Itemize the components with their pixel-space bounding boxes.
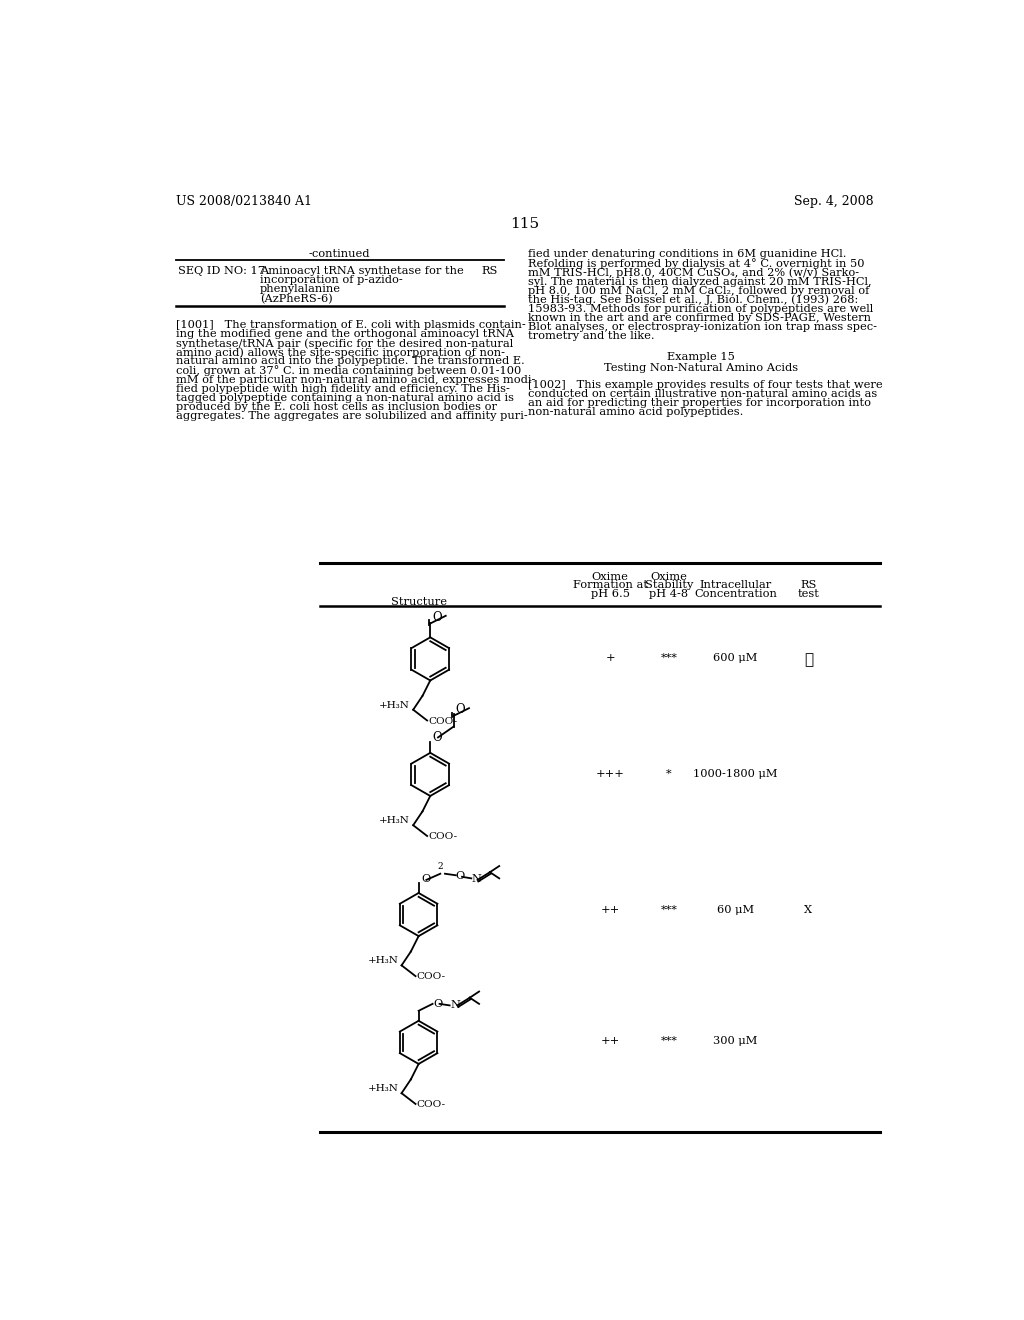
- Text: syl. The material is then dialyzed against 20 mM TRIS-HCl,: syl. The material is then dialyzed again…: [528, 276, 871, 286]
- Text: Aminoacyl tRNA synthetase for the: Aminoacyl tRNA synthetase for the: [260, 267, 464, 276]
- Text: amino acid) allows the site-specific incorporation of non-: amino acid) allows the site-specific inc…: [176, 347, 505, 358]
- Text: Stability: Stability: [645, 581, 693, 590]
- Text: ing the modified gene and the orthogonal aminoacyl tRNA: ing the modified gene and the orthogonal…: [176, 329, 514, 339]
- Text: 60 μM: 60 μM: [717, 906, 754, 915]
- Text: aggregates. The aggregates are solubilized and affinity puri-: aggregates. The aggregates are solubiliz…: [176, 411, 527, 421]
- Text: ++: ++: [600, 906, 620, 915]
- Text: Intracellular: Intracellular: [699, 581, 772, 590]
- Text: O: O: [432, 611, 442, 624]
- Text: O: O: [421, 874, 430, 884]
- Text: coli, grown at 37° C. in media containing between 0.01-100: coli, grown at 37° C. in media containin…: [176, 366, 521, 376]
- Text: RS: RS: [481, 267, 498, 276]
- Text: fied under denaturing conditions in 6M guanidine HCl.: fied under denaturing conditions in 6M g…: [528, 249, 847, 259]
- Text: N: N: [451, 999, 460, 1010]
- Text: fied polypeptide with high fidelity and efficiency. The His-: fied polypeptide with high fidelity and …: [176, 384, 510, 393]
- Text: mM of the particular non-natural amino acid, expresses modi-: mM of the particular non-natural amino a…: [176, 375, 536, 384]
- Text: +++: +++: [596, 770, 625, 779]
- Text: X: X: [805, 906, 812, 915]
- Text: Formation at: Formation at: [572, 581, 647, 590]
- Text: test: test: [798, 589, 819, 599]
- Text: 15983-93. Methods for purification of polypeptides are well: 15983-93. Methods for purification of po…: [528, 304, 873, 314]
- Text: the His-tag. See Boissel et al., J. Biol. Chem., (1993) 268:: the His-tag. See Boissel et al., J. Biol…: [528, 294, 858, 305]
- Text: COO-: COO-: [428, 833, 457, 841]
- Text: produced by the E. coli host cells as inclusion bodies or: produced by the E. coli host cells as in…: [176, 401, 497, 412]
- Text: COO-: COO-: [417, 973, 445, 981]
- Text: SEQ ID NO: 17: SEQ ID NO: 17: [177, 267, 264, 276]
- Text: non-natural amino acid polypeptides.: non-natural amino acid polypeptides.: [528, 407, 743, 417]
- Text: Example 15: Example 15: [667, 352, 734, 363]
- Text: ***: ***: [660, 653, 678, 663]
- Text: pH 4-8: pH 4-8: [649, 589, 688, 599]
- Text: +H₃N: +H₃N: [379, 701, 410, 710]
- Text: 2: 2: [437, 862, 442, 871]
- Text: 600 μM: 600 μM: [714, 653, 758, 663]
- Text: Oxime: Oxime: [650, 572, 687, 582]
- Text: ✓: ✓: [804, 653, 813, 667]
- Text: pH 6.5: pH 6.5: [591, 589, 630, 599]
- Text: -continued: -continued: [309, 249, 371, 259]
- Text: O: O: [456, 871, 465, 880]
- Text: O: O: [432, 731, 442, 744]
- Text: O: O: [433, 999, 442, 1008]
- Text: +H₃N: +H₃N: [368, 956, 398, 965]
- Text: [1001]   The transformation of E. coli with plasmids contain-: [1001] The transformation of E. coli wit…: [176, 321, 525, 330]
- Text: trometry and the like.: trometry and the like.: [528, 331, 654, 341]
- Text: *: *: [667, 770, 672, 779]
- Text: mM TRIS-HCl, pH8.0, 40CM CuSO₄, and 2% (w/v) Sarko-: mM TRIS-HCl, pH8.0, 40CM CuSO₄, and 2% (…: [528, 268, 859, 279]
- Text: US 2008/0213840 A1: US 2008/0213840 A1: [176, 195, 312, 209]
- Text: conducted on certain illustrative non-natural amino acids as: conducted on certain illustrative non-na…: [528, 389, 878, 399]
- Text: Structure: Structure: [390, 598, 446, 607]
- Text: known in the art and are confirmed by SDS-PAGE, Western: known in the art and are confirmed by SD…: [528, 313, 870, 323]
- Text: an aid for predicting their properties for incorporation into: an aid for predicting their properties f…: [528, 399, 870, 408]
- Text: Oxime: Oxime: [592, 572, 629, 582]
- Text: synthetase/tRNA pair (specific for the desired non-natural: synthetase/tRNA pair (specific for the d…: [176, 338, 513, 348]
- Text: ***: ***: [660, 1036, 678, 1047]
- Text: Sep. 4, 2008: Sep. 4, 2008: [794, 195, 873, 209]
- Text: phenylalanine: phenylalanine: [260, 284, 341, 294]
- Text: N: N: [471, 874, 481, 884]
- Text: COO-: COO-: [428, 717, 457, 726]
- Text: RS: RS: [801, 581, 816, 590]
- Text: +: +: [605, 653, 614, 663]
- Text: tagged polypeptide containing a non-natural amino acid is: tagged polypeptide containing a non-natu…: [176, 393, 514, 403]
- Text: ***: ***: [660, 906, 678, 915]
- Text: +H₃N: +H₃N: [379, 816, 410, 825]
- Text: 300 μM: 300 μM: [714, 1036, 758, 1047]
- Text: pH 8.0, 100 mM NaCl, 2 mM CaCl₂, followed by removal of: pH 8.0, 100 mM NaCl, 2 mM CaCl₂, followe…: [528, 285, 869, 296]
- Text: Concentration: Concentration: [694, 589, 777, 599]
- Text: 115: 115: [510, 216, 540, 231]
- Text: ++: ++: [600, 1036, 620, 1047]
- Text: +H₃N: +H₃N: [368, 1084, 398, 1093]
- Text: (AzPheRS-6): (AzPheRS-6): [260, 293, 333, 304]
- Text: COO-: COO-: [417, 1101, 445, 1109]
- Text: O: O: [456, 704, 466, 717]
- Text: [1002]   This example provides results of four tests that were: [1002] This example provides results of …: [528, 380, 883, 389]
- Text: Refolding is performed by dialysis at 4° C. overnight in 50: Refolding is performed by dialysis at 4°…: [528, 259, 864, 269]
- Text: natural amino acid into the polypeptide. The transformed E.: natural amino acid into the polypeptide.…: [176, 356, 524, 367]
- Text: Testing Non-Natural Amino Acids: Testing Non-Natural Amino Acids: [604, 363, 798, 374]
- Text: 1000-1800 μM: 1000-1800 μM: [693, 770, 778, 779]
- Text: incorporation of p-azido-: incorporation of p-azido-: [260, 276, 402, 285]
- Text: Blot analyses, or electrospray-ionization ion trap mass spec-: Blot analyses, or electrospray-ionizatio…: [528, 322, 877, 331]
